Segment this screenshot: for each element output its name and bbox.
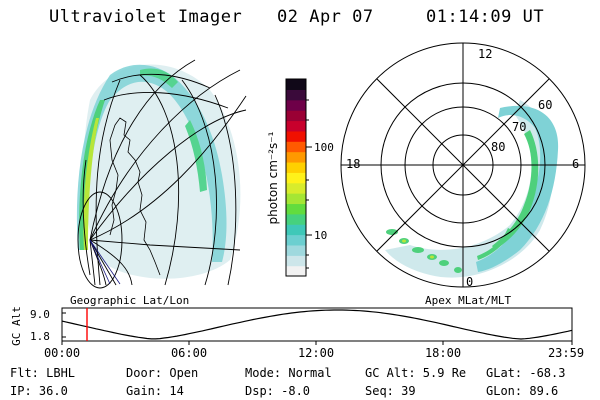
colorbar-segment <box>286 130 306 142</box>
colorbar-segment <box>286 193 306 205</box>
info-seq: Seq: 39 <box>365 384 416 398</box>
info-gc-alt: GC Alt: 5.9 Re <box>365 366 467 380</box>
auroral-arc-east <box>185 120 207 192</box>
geo-grid <box>77 59 247 289</box>
mlt-label-6: 6 <box>572 157 579 171</box>
info-glon: GLon: 89.6 <box>486 384 559 398</box>
info-glat: GLat: -68.3 <box>486 366 566 380</box>
mlt-label-0: 0 <box>466 275 473 289</box>
auroral-arc-yellow <box>83 118 99 250</box>
time-tick-0000: 00:00 <box>44 346 80 360</box>
info-dsp: Dsp: -8.0 <box>245 384 311 398</box>
colorbar-tick-10: 10 <box>314 229 327 242</box>
colorbar-segment <box>286 172 306 184</box>
lat-label-80: 80 <box>491 140 505 154</box>
lat-label-60: 60 <box>538 98 552 112</box>
altitude-ytick-max: 9.0 <box>30 308 50 321</box>
sun-direction-lines <box>89 239 121 285</box>
auroral-arc-north <box>140 68 178 88</box>
instrument-title: Ultraviolet Imager <box>49 7 243 27</box>
info-ip: IP: 36.0 <box>10 384 68 398</box>
altitude-ytick-min: 1.8 <box>30 330 50 343</box>
right-panel-caption: Apex MLat/MLT <box>425 294 511 307</box>
polar-oval-green <box>492 130 539 250</box>
colorbar-ticks <box>306 99 312 269</box>
lat-label-70: 70 <box>512 120 526 134</box>
info-door: Door: Open <box>126 366 199 380</box>
altitude-plot-frame <box>61 307 573 342</box>
observation-date: 02 Apr 07 <box>277 7 374 27</box>
polar-image <box>385 100 559 278</box>
polar-oval-green-south <box>477 228 512 260</box>
colorbar-segment <box>286 224 306 236</box>
mlt-label-18: 18 <box>346 157 360 171</box>
altitude-curve <box>61 309 573 340</box>
time-tick-1200: 12:00 <box>298 346 334 360</box>
altitude-axis-label: GC Alt <box>10 306 23 346</box>
polar-patches-bright <box>402 239 434 259</box>
info-gain: Gain: 14 <box>126 384 184 398</box>
auroral-oval-cyan <box>76 64 227 262</box>
colorbar-frame <box>285 78 307 277</box>
colorbar-segment <box>286 99 306 111</box>
colorbar-segment <box>286 244 306 256</box>
colorbar-segment <box>286 110 306 122</box>
colorbar-segment <box>286 255 306 267</box>
colorbar-segment <box>286 89 306 101</box>
colorbar-segment <box>286 141 306 153</box>
colorbar-segment <box>286 234 306 246</box>
time-tick-0600: 06:00 <box>171 346 207 360</box>
colorbar-segment <box>286 79 306 90</box>
colorbar-segment <box>286 151 306 163</box>
colorbar-label: photon cm⁻²s⁻¹ <box>266 131 280 224</box>
left-panel-caption: Geographic Lat/Lon <box>70 294 189 307</box>
observation-time: 01:14:09 UT <box>426 7 545 27</box>
altitude-ticks <box>61 312 573 345</box>
colorbar-segment <box>286 161 306 173</box>
colorbar-tick-100: 100 <box>314 141 334 154</box>
info-filter: Flt: LBHL <box>10 366 76 380</box>
colorbar-segment <box>286 265 306 277</box>
geographic-image <box>76 59 247 289</box>
polar-grid <box>340 42 586 288</box>
colorbar <box>286 79 306 277</box>
colorbar-segment <box>286 182 306 194</box>
time-tick-2359: 23:59 <box>548 346 584 360</box>
info-mode: Mode: Normal <box>245 366 332 380</box>
colorbar-segment <box>286 213 306 225</box>
mlt-label-12: 12 <box>478 47 492 61</box>
colorbar-segment <box>286 203 306 215</box>
time-tick-1800: 18:00 <box>425 346 461 360</box>
colorbar-segment <box>286 120 306 132</box>
